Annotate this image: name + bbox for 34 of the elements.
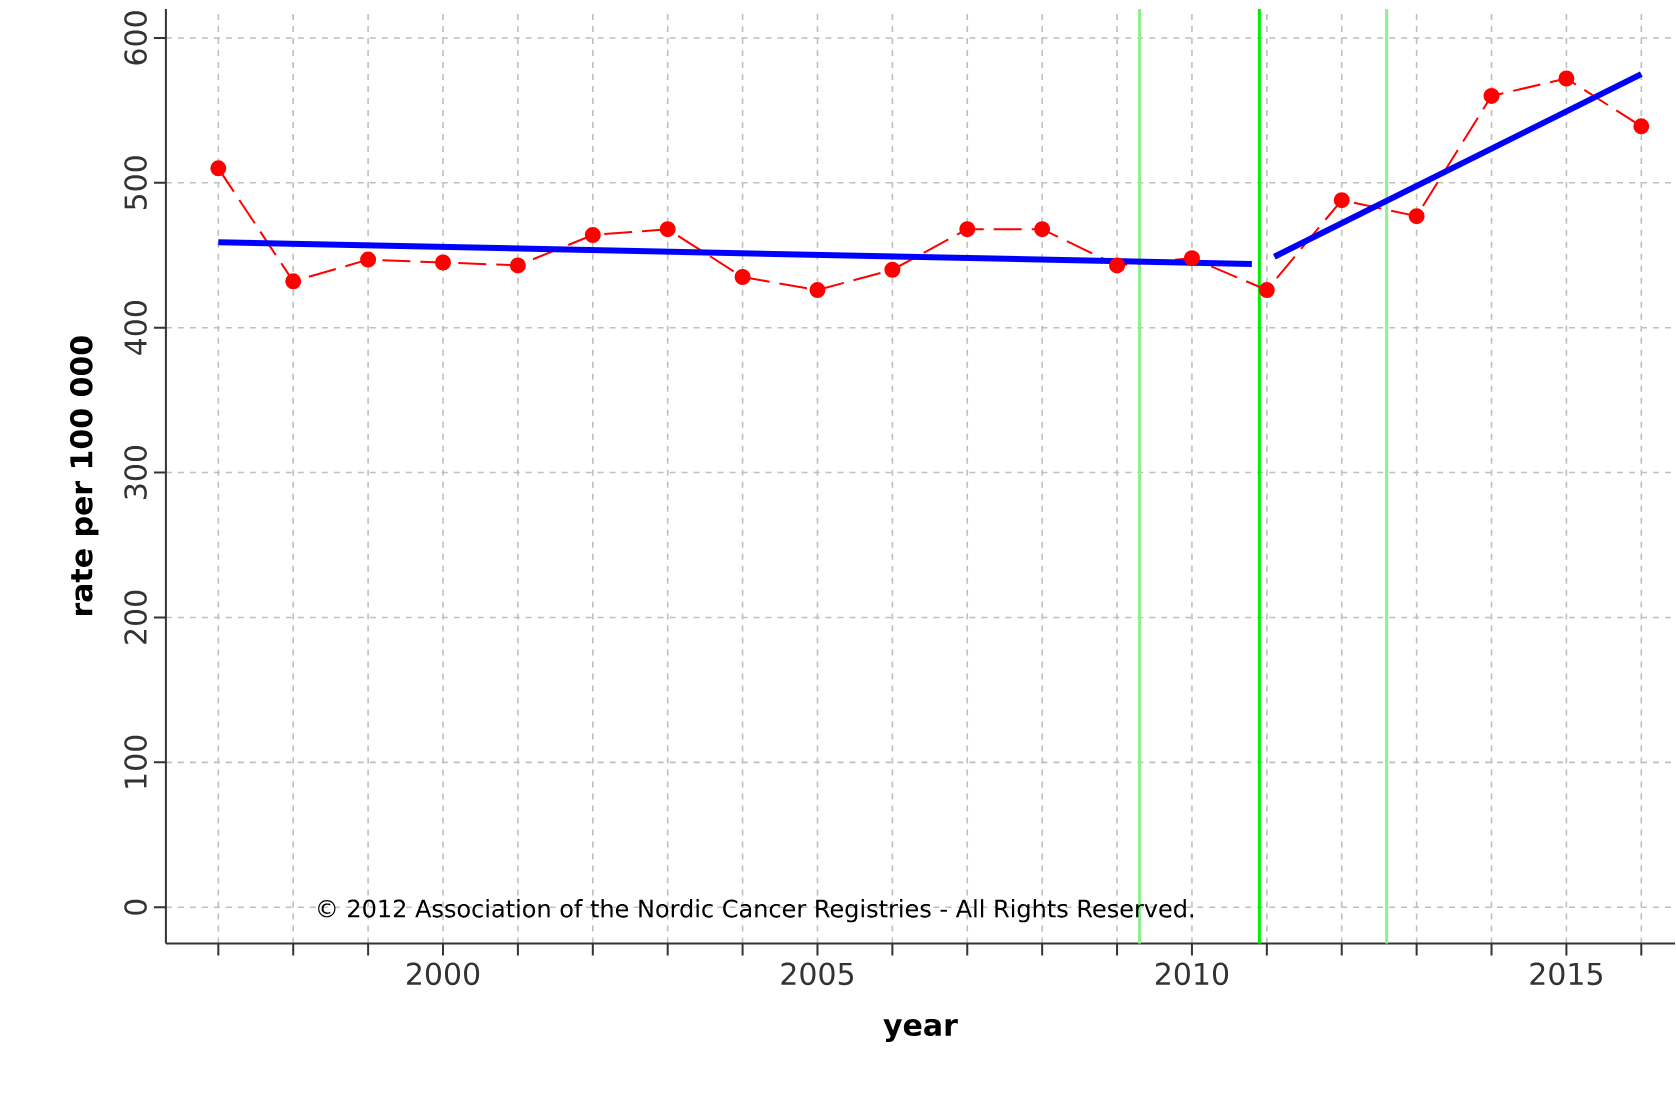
point <box>509 257 526 274</box>
point <box>1633 118 1650 135</box>
y-axis-title: rate per 100 000 <box>69 336 99 615</box>
point <box>285 273 302 290</box>
y-tick-label: 400 <box>124 300 147 355</box>
point <box>1408 207 1425 224</box>
point <box>435 254 452 271</box>
x-tick-label: 2000 <box>407 962 480 986</box>
point <box>1258 281 1275 298</box>
point <box>1483 87 1500 104</box>
point <box>659 221 676 238</box>
y-tick-label: 300 <box>124 445 147 499</box>
point <box>734 268 751 285</box>
x-tick-label: 2005 <box>781 962 853 986</box>
x-axis-title: year <box>883 1018 958 1042</box>
point <box>959 221 976 238</box>
y-tick-label: 600 <box>124 11 147 65</box>
point <box>360 251 377 268</box>
y-tick-label: 100 <box>124 735 147 788</box>
point <box>1034 221 1051 238</box>
y-tick-label: 0 <box>124 899 147 915</box>
y-tick-label: 500 <box>124 156 147 209</box>
point <box>1333 192 1350 209</box>
point <box>809 281 826 298</box>
point <box>1109 257 1126 274</box>
x-tick-label: 2015 <box>1530 962 1602 986</box>
x-tick-label: 2010 <box>1155 962 1229 986</box>
point <box>1558 70 1575 87</box>
point <box>884 261 901 278</box>
annotation: © 2012 Association of the Nordic Cancer Registries - All Rights Reserved. <box>318 898 1194 923</box>
point <box>584 226 601 243</box>
point <box>210 160 227 177</box>
point <box>1183 250 1200 266</box>
y-tick-label: 200 <box>124 590 147 644</box>
